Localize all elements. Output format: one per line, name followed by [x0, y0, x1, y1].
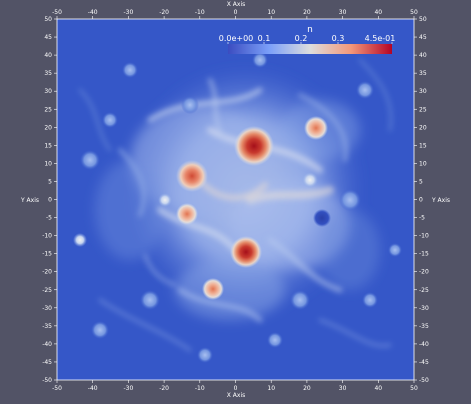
colorbar-label-min: 0.0e+00 [219, 34, 254, 43]
y-tick-label-right: 40 [419, 52, 427, 59]
y-tick-label-left: -15 [42, 251, 52, 258]
y-axis-title-right: Y Axis [431, 197, 450, 204]
vortex-strong-1 [234, 126, 274, 166]
y-tick-label-left: 35 [44, 70, 52, 77]
x-tick-label-bottom: 0 [234, 385, 238, 392]
axis-layer: -50-50-40-40-30-30-20-20-10-100010102020… [42, 9, 429, 392]
colorbar-gradient [228, 44, 392, 54]
y-tick-label-left: 10 [44, 160, 52, 167]
x-tick-label-top: 0 [234, 9, 238, 16]
vortex-cores [176, 116, 328, 300]
x-tick-label-top: -50 [52, 9, 62, 16]
x-tick-label-top: -10 [195, 9, 205, 16]
y-tick-label-left: -35 [42, 323, 52, 330]
density-field [57, 19, 414, 380]
vortex-warm-2 [176, 203, 198, 225]
vortex-medium-1 [176, 160, 208, 192]
y-tick-label-left: 40 [44, 52, 52, 59]
x-tick-label-bottom: -30 [123, 385, 133, 392]
x-tick-label-bottom: -10 [195, 385, 205, 392]
x-axis-title-bottom: X Axis [227, 392, 245, 399]
y-tick-label-left: -10 [42, 233, 52, 240]
y-tick-label-left: 5 [48, 178, 52, 185]
x-axis-title-top: X Axis [227, 1, 245, 8]
x-tick-label-top: 10 [267, 9, 275, 16]
x-tick-label-bottom: 50 [410, 385, 418, 392]
y-tick-label-right: -20 [419, 269, 429, 276]
y-tick-label-left: -20 [42, 269, 52, 276]
y-tick-label-right: -30 [419, 305, 429, 312]
y-tick-label-right: 20 [419, 124, 427, 131]
turbulent-streaks [95, 65, 380, 320]
x-tick-label-bottom: -50 [52, 385, 62, 392]
y-tick-label-right: 5 [419, 178, 423, 185]
y-tick-label-left: -50 [42, 377, 52, 384]
colorbar-title: n [307, 25, 313, 35]
y-tick-label-right: 0 [419, 197, 423, 204]
x-tick-label-top: 50 [410, 9, 418, 16]
y-tick-label-right: -10 [419, 233, 429, 240]
y-tick-label-right: -45 [419, 359, 429, 366]
y-tick-label-left: -40 [42, 341, 52, 348]
colorbar-label-3: 0.3 [332, 34, 345, 43]
x-tick-label-top: -30 [123, 9, 133, 16]
colorbar-label-1: 0.1 [258, 34, 271, 43]
x-tick-label-bottom: 30 [339, 385, 347, 392]
x-tick-label-bottom: 20 [303, 385, 311, 392]
x-tick-label-bottom: 40 [374, 385, 382, 392]
x-tick-label-top: -40 [88, 9, 98, 16]
y-tick-label-right: -5 [419, 215, 425, 222]
x-tick-label-top: -20 [159, 9, 169, 16]
y-tick-label-left: 20 [44, 124, 52, 131]
y-tick-label-right: 15 [419, 142, 427, 149]
colorbar-label-max: 4.5e-01 [365, 34, 396, 43]
colorbar: n 0.0e+00 0.1 0.2 0.3 4.5e-01 [219, 25, 396, 54]
vortex-warm-3 [202, 278, 224, 300]
x-tick-label-top: 30 [339, 9, 347, 16]
y-tick-label-right: -15 [419, 251, 429, 258]
y-tick-label-right: -35 [419, 323, 429, 330]
y-tick-label-right: 45 [419, 34, 427, 41]
background-eddies [73, 52, 402, 363]
y-tick-label-right: -50 [419, 377, 429, 384]
y-tick-label-left: 25 [44, 106, 52, 113]
y-tick-label-right: 25 [419, 106, 427, 113]
y-tick-label-right: -25 [419, 287, 429, 294]
y-tick-label-right: -40 [419, 341, 429, 348]
y-tick-label-left: -45 [42, 359, 52, 366]
vortex-strong-2 [230, 236, 262, 268]
filament-streaks [78, 58, 393, 352]
y-axis-title-left: Y Axis [20, 197, 39, 204]
y-tick-label-right: 10 [419, 160, 427, 167]
y-tick-label-left: -5 [46, 215, 52, 222]
y-tick-label-right: 30 [419, 88, 427, 95]
x-tick-label-bottom: -40 [88, 385, 98, 392]
x-tick-label-bottom: -20 [159, 385, 169, 392]
y-tick-label-right: 50 [419, 16, 427, 23]
y-tick-label-right: 35 [419, 70, 427, 77]
colorbar-label-2: 0.2 [295, 34, 308, 43]
y-tick-label-left: 30 [44, 88, 52, 95]
y-tick-label-left: -30 [42, 305, 52, 312]
y-tick-label-left: 50 [44, 16, 52, 23]
y-tick-label-left: -25 [42, 287, 52, 294]
y-tick-label-left: 45 [44, 34, 52, 41]
x-tick-label-bottom: 10 [267, 385, 275, 392]
x-tick-label-top: 20 [303, 9, 311, 16]
y-tick-label-left: 15 [44, 142, 52, 149]
y-tick-label-left: 0 [48, 197, 52, 204]
x-tick-label-top: 40 [374, 9, 382, 16]
vortex-warm-1 [304, 116, 328, 140]
